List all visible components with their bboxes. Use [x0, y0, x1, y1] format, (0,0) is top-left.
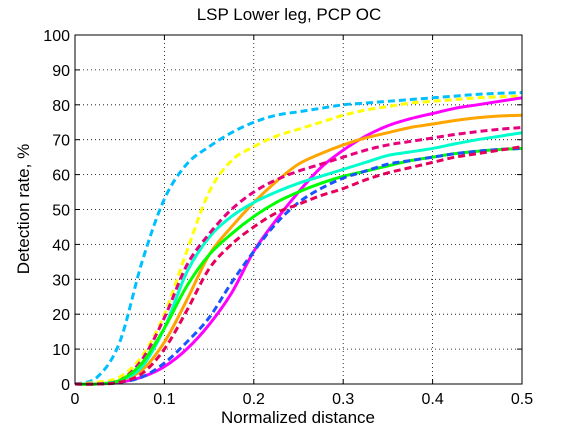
- series-line-6: [74, 125, 523, 386]
- x-tick-label: 0.3: [332, 391, 354, 408]
- chart-title: LSP Lower leg, PCP OC: [197, 5, 382, 24]
- grid: [75, 35, 522, 384]
- y-tick-label: 60: [52, 168, 70, 185]
- y-tick-labels: 0 10 20 30 40 50 60 70 80 90 100: [43, 28, 70, 394]
- y-tick-label: 50: [52, 203, 70, 220]
- y-tick-label: 90: [52, 63, 70, 80]
- series-line-3: [74, 96, 523, 386]
- series-lines: [74, 91, 523, 386]
- series-line-9: [74, 145, 523, 386]
- axis-ticks: [74, 34, 523, 385]
- x-tick-labels: 0 0.1 0.2 0.3 0.4 0.5: [71, 391, 534, 408]
- y-tick-label: 10: [52, 342, 70, 359]
- x-tick-label: 0.2: [243, 391, 265, 408]
- x-tick-label: 0: [71, 391, 80, 408]
- y-tick-label: 20: [52, 307, 70, 324]
- x-tick-label: 0.4: [421, 391, 443, 408]
- x-tick-label: 0.5: [511, 391, 533, 408]
- y-tick-label: 30: [52, 272, 70, 289]
- series-line-2: [74, 94, 523, 386]
- series-line-8: [74, 146, 523, 386]
- plot-frame: [74, 34, 523, 385]
- y-tick-label: 0: [61, 377, 70, 394]
- series-line-1: [74, 91, 523, 386]
- y-tick-label: 100: [43, 28, 70, 45]
- y-axis-label: Detection rate, %: [14, 144, 33, 274]
- x-axis-label: Normalized distance: [221, 408, 375, 427]
- x-tick-label: 0.1: [153, 391, 175, 408]
- y-tick-label: 80: [52, 98, 70, 115]
- series-line-5: [74, 131, 523, 386]
- series-line-4: [74, 113, 523, 386]
- y-tick-label: 40: [52, 237, 70, 254]
- y-tick-label: 70: [52, 133, 70, 150]
